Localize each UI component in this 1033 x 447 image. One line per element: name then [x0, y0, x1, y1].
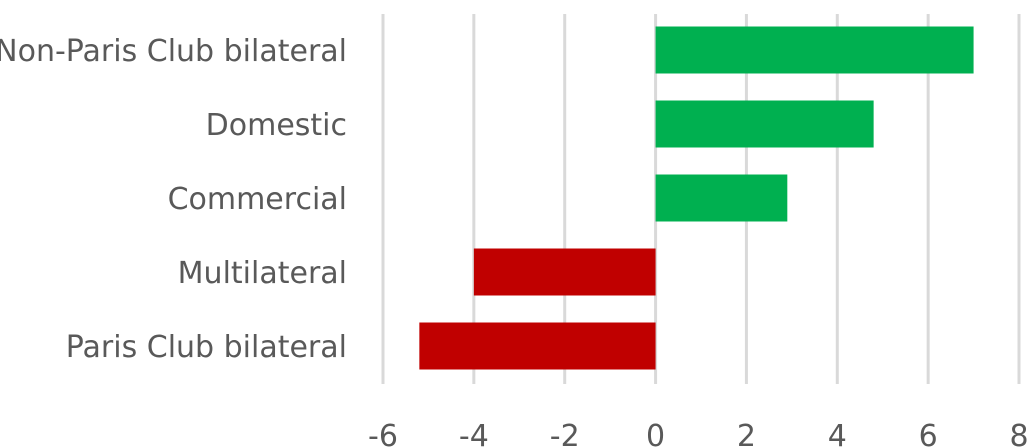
bars	[419, 26, 974, 370]
x-axis-tick-labels: -6 -4 -2 0 2 4 6 8	[368, 419, 1029, 447]
category-label-0: Non-Paris Club bilateral	[0, 34, 347, 69]
category-label-1: Domestic	[206, 108, 347, 143]
x-tick-label-4: 2	[737, 419, 756, 447]
x-tick-label-7: 8	[1009, 419, 1028, 447]
bar-4	[419, 322, 656, 370]
x-tick-label-3: 0	[646, 419, 665, 447]
x-tick-label-1: -4	[459, 419, 489, 447]
bar-1	[655, 100, 874, 148]
x-tick-label-2: -2	[550, 419, 580, 447]
category-label-2: Commercial	[168, 182, 347, 217]
category-labels: Non-Paris Club bilateral Domestic Commerci…	[0, 34, 347, 365]
x-tick-label-5: 4	[828, 419, 847, 447]
category-label-4: Paris Club bilateral	[66, 330, 347, 365]
x-tick-label-0: -6	[368, 419, 398, 447]
bar-2	[655, 174, 788, 222]
bar-0	[655, 26, 974, 74]
category-label-3: Multilateral	[178, 256, 347, 291]
bar-3	[473, 248, 656, 296]
x-tick-label-6: 6	[919, 419, 938, 447]
